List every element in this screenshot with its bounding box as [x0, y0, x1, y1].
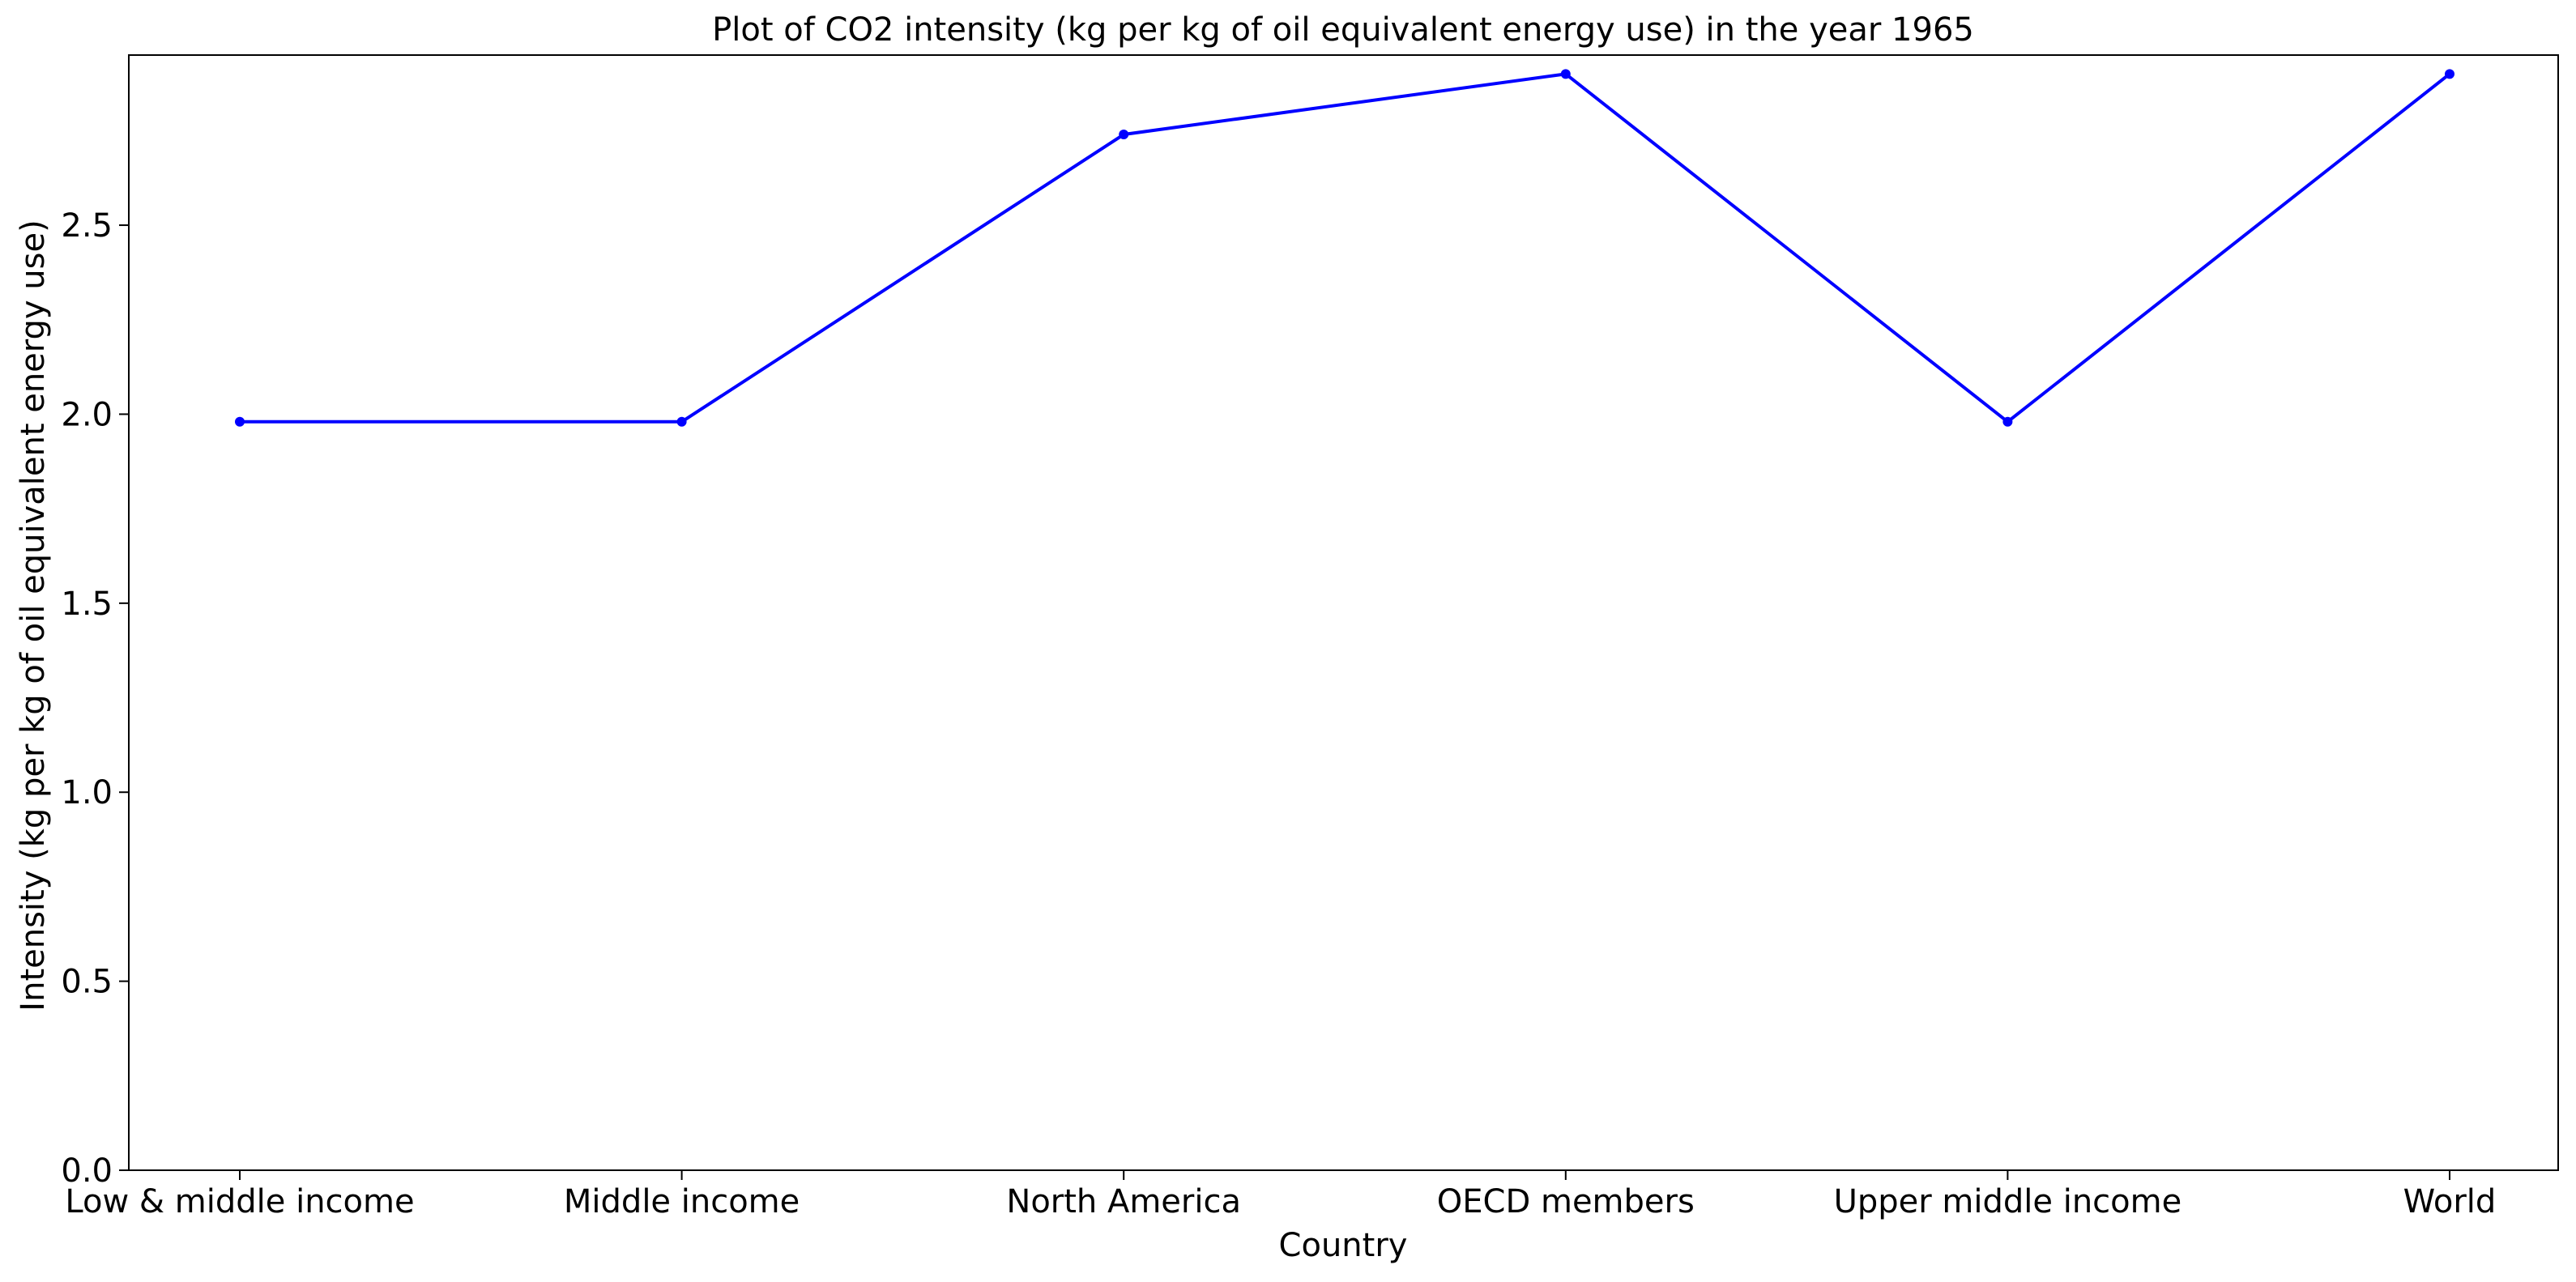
- y-tick-label: 0.5: [61, 964, 113, 1001]
- x-tick-label: Upper middle income: [1834, 1183, 2182, 1220]
- plot-frame: [128, 54, 2559, 1171]
- data-point: [2002, 416, 2013, 427]
- x-tick-label: Low & middle income: [65, 1183, 414, 1220]
- y-axis-label: Intensity (kg per kg of oil equivalent e…: [15, 219, 52, 1011]
- x-tick-label: OECD members: [1437, 1183, 1695, 1220]
- y-tick-label: 2.5: [61, 207, 113, 245]
- y-tick-label: 0.0: [61, 1152, 113, 1190]
- x-tick-label: North America: [1006, 1183, 1241, 1220]
- x-tick-label: World: [2403, 1183, 2497, 1220]
- chart-title: Plot of CO2 intensity (kg per kg of oil …: [712, 11, 1974, 49]
- data-point: [235, 416, 245, 427]
- data-point: [2445, 69, 2454, 79]
- data-point: [1560, 69, 1571, 79]
- y-tick-label: 1.5: [61, 586, 113, 623]
- series-line: [240, 72, 2451, 424]
- data-point: [676, 416, 687, 427]
- data-point: [1119, 130, 1129, 140]
- plot-area: 0.0 0.5 1.0 1.5 2.0 2.5 Low & middle income Mid…: [61, 69, 2496, 1220]
- x-axis-label: Country: [1279, 1227, 1408, 1264]
- x-tick-label: Middle income: [564, 1183, 800, 1220]
- y-tick-label: 2.0: [61, 396, 113, 433]
- y-tick-label: 1.0: [61, 774, 113, 811]
